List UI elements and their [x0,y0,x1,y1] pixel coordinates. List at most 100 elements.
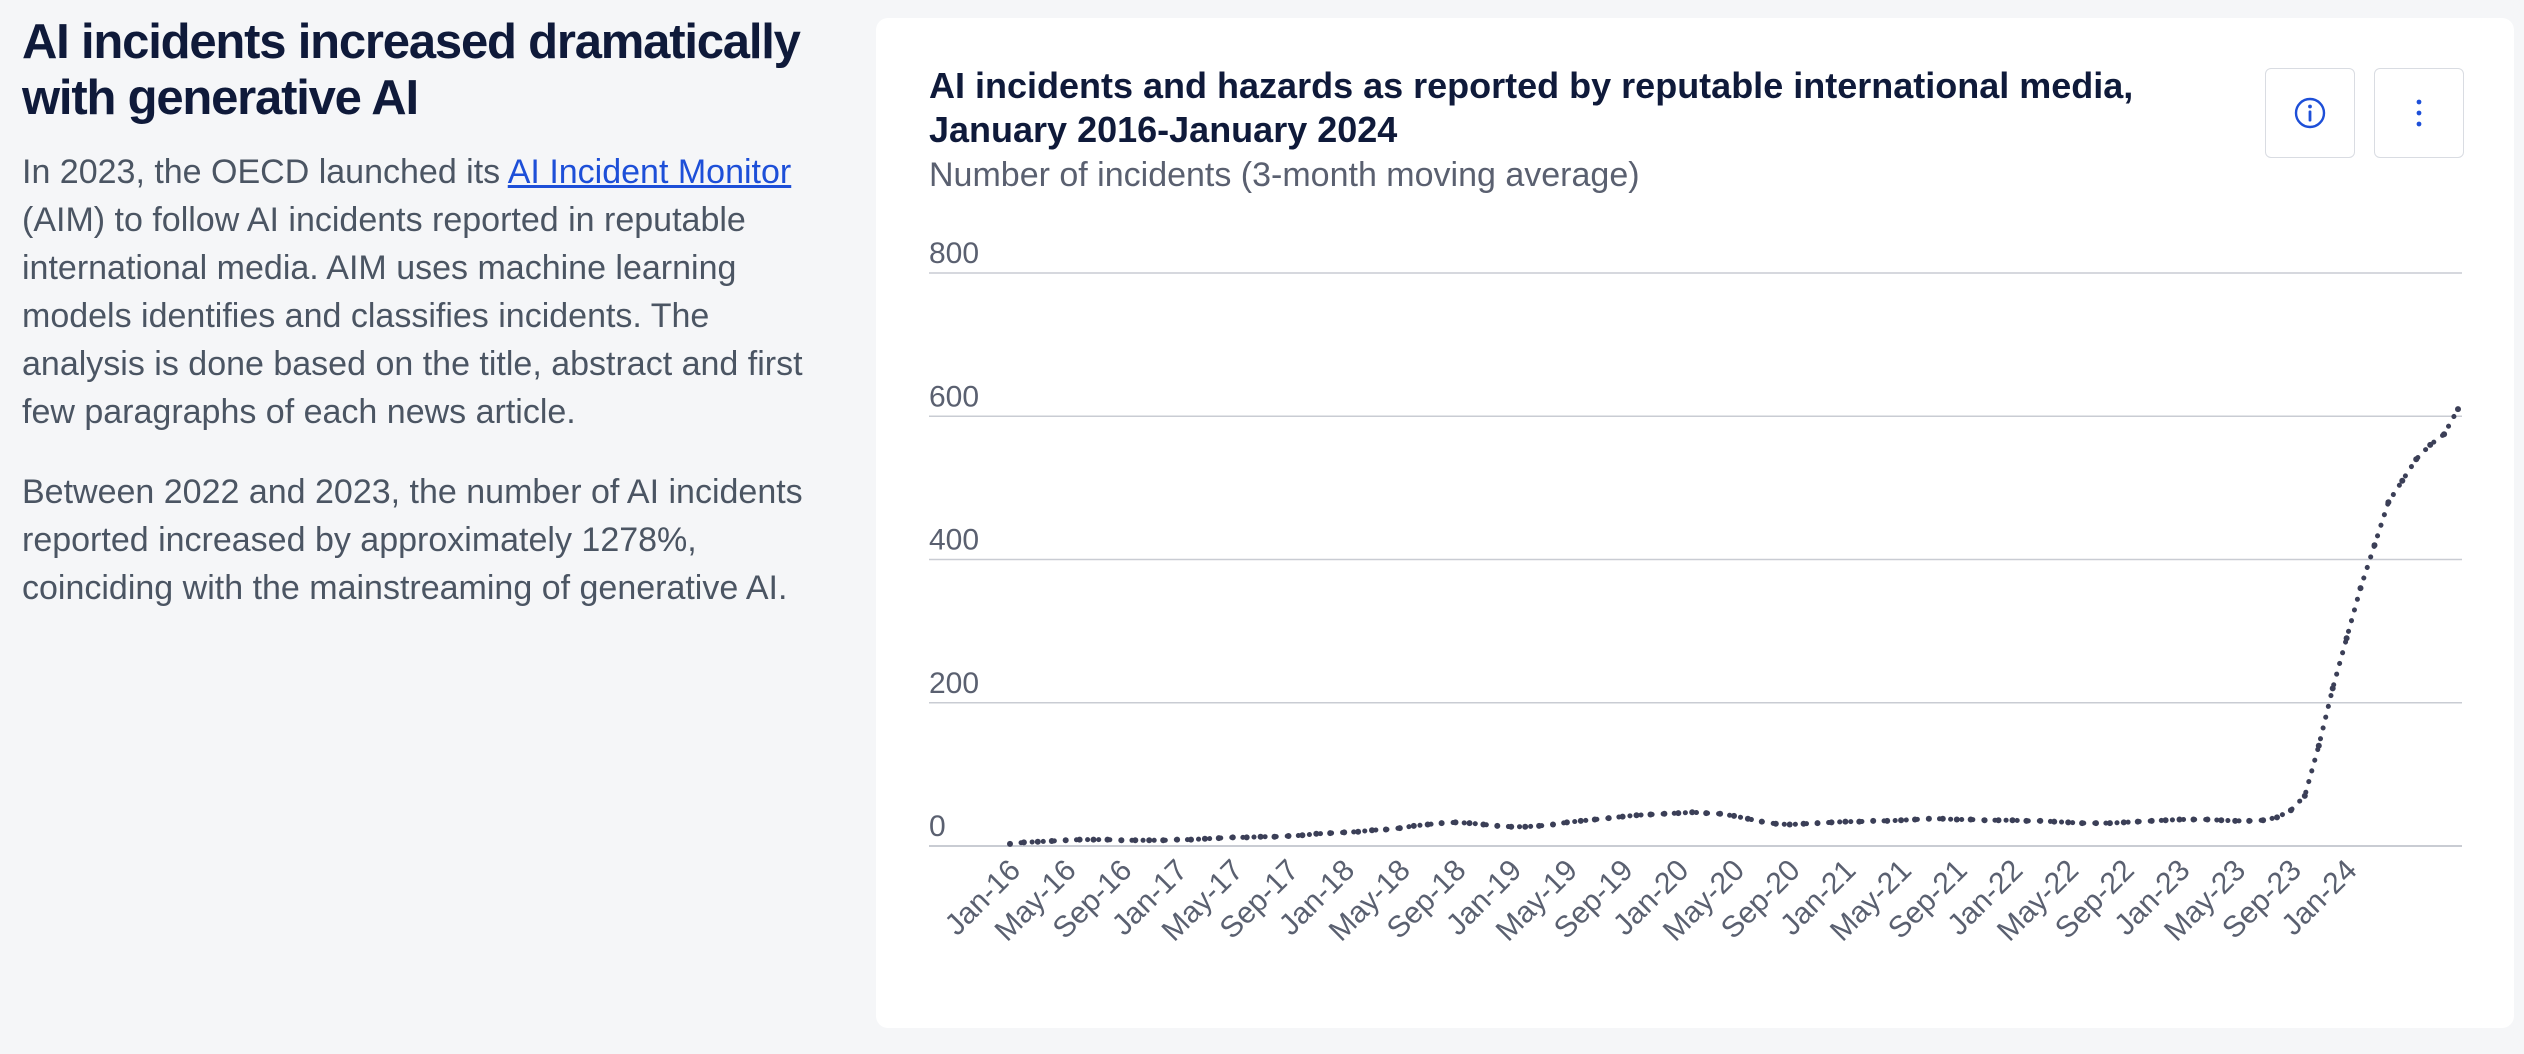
data-point [2287,807,2294,814]
data-point [1647,811,1654,818]
data-point [1842,818,1849,825]
y-tick-label: 800 [929,237,979,270]
data-point [1995,817,2002,824]
data-point [1229,834,1236,841]
data-point [1856,818,1863,825]
data-point [1341,829,1348,836]
data-point [2413,456,2420,463]
data-point [1076,836,1083,843]
data-point [2357,585,2364,592]
article-paragraph-2: Between 2022 and 2023, the number of AI … [22,473,803,607]
data-point [2162,817,2169,824]
data-point [1675,810,1682,817]
data-point [1382,826,1389,833]
data-point [2274,814,2280,821]
data-point [1160,837,1167,844]
data-point [1953,816,1960,823]
data-point [1215,835,1222,842]
data-point [2301,792,2308,799]
data-point [1243,834,1250,841]
data-point [2329,685,2336,692]
data-point [1703,810,1710,817]
data-point [2385,499,2392,506]
data-point [1912,816,1918,823]
data-point [1201,835,1208,842]
data-point [1550,821,1556,828]
data-point [1591,816,1598,823]
data-point [1090,836,1097,843]
data-point [2079,820,2086,827]
data-point [2120,819,2127,826]
data-point [1424,821,1431,828]
data-point [1313,830,1320,837]
data-point [1188,836,1194,843]
chart-title: AI incidents and hazards as reported by … [929,65,2134,150]
data-point [2065,819,2072,826]
data-point [2204,816,2211,823]
data-point [1814,820,1821,827]
data-point [1967,816,1974,823]
data-point [1174,836,1181,843]
data-point [1466,820,1473,827]
data-point [1007,840,1013,847]
data-point [1870,817,1877,824]
data-point [2315,742,2322,749]
data-point [1898,817,1905,824]
article-heading: AI incidents increased dramatically with… [22,15,801,125]
data-point [2134,818,2141,825]
more-vertical-icon [2416,99,2422,127]
data-point [1772,820,1779,827]
data-point [2037,817,2044,824]
data-point [1689,809,1696,816]
data-point [1118,837,1125,844]
data-point [1494,822,1501,829]
data-point [1048,838,1055,844]
data-point [2106,820,2113,827]
data-point [1981,817,1988,824]
article-paragraph-1: In 2023, the OECD launched its AI Incide… [22,148,812,436]
data-point [1271,833,1278,840]
data-point [2148,817,2155,824]
data-point [1536,822,1543,829]
data-point [1062,837,1069,844]
data-point [1034,838,1041,845]
data-point [1661,810,1668,817]
data-point [2343,635,2350,642]
info-button[interactable] [2265,68,2355,158]
data-point [1480,821,1487,828]
data-point [2051,818,2058,825]
data-point [1508,823,1515,830]
more-options-button[interactable] [2374,68,2464,158]
data-point [1396,825,1403,832]
data-point [1744,815,1751,822]
ai-incident-monitor-link[interactable]: AI Incident Monitor [507,153,792,191]
data-point [1925,815,1932,822]
data-point [1257,833,1264,840]
data-point [2093,820,2099,827]
data-point [1605,815,1612,822]
data-point [1285,833,1292,839]
data-point [1020,839,1027,846]
y-tick-label: 400 [929,524,979,557]
data-point [2455,406,2461,413]
chart-subtitle: Number of incidents (3-month moving aver… [929,156,1640,194]
data-point [1786,821,1793,828]
data-point [1438,820,1445,827]
data-point [2190,816,2197,823]
data-point [1758,818,1765,825]
data-point [2441,431,2448,438]
data-point [1522,823,1529,830]
data-point [2260,817,2267,824]
data-point [2009,817,2016,824]
chart-card [876,18,2514,1028]
data-point [1327,830,1334,837]
data-point [2246,817,2253,824]
data-point [1132,837,1139,844]
data-point [1369,827,1375,834]
data-point [1577,817,1584,824]
data-point [1633,812,1640,819]
data-point [1299,832,1306,839]
y-tick-label: 200 [929,667,979,700]
data-point [2399,477,2406,484]
